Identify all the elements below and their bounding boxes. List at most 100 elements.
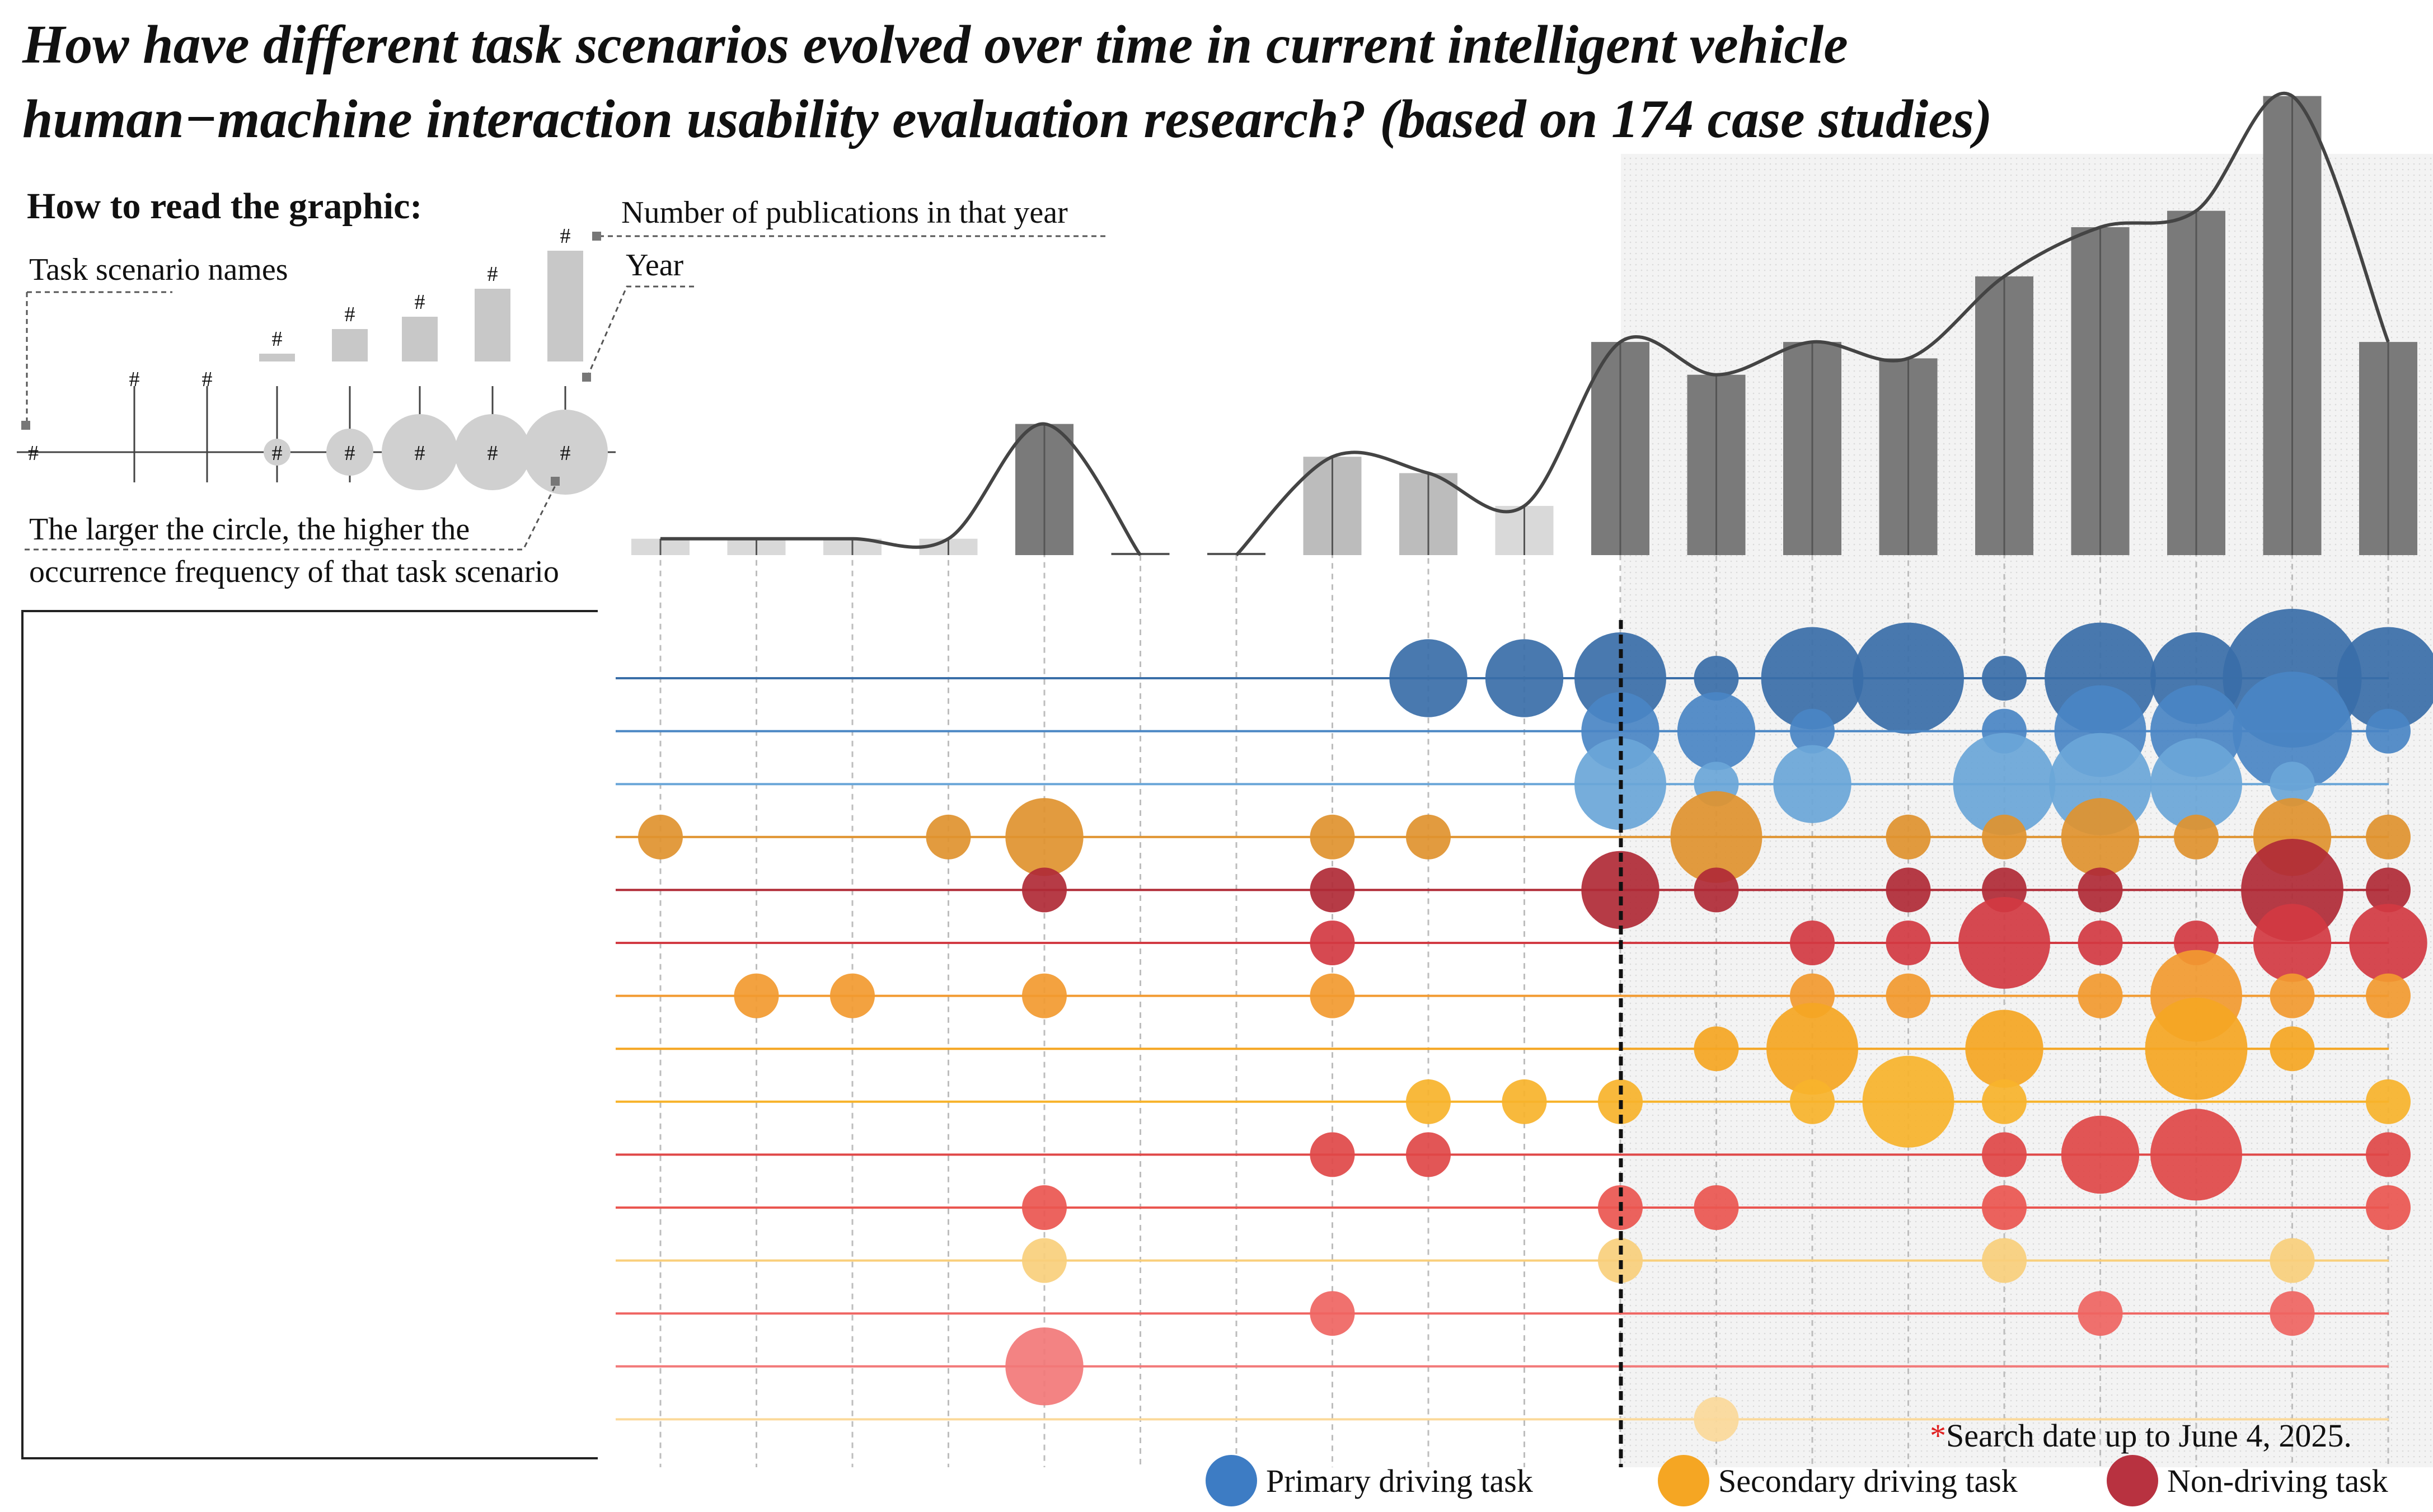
bubble — [1005, 1327, 1084, 1406]
bubble — [1310, 814, 1355, 860]
bubble — [734, 973, 779, 1018]
task-row — [616, 1291, 2389, 1336]
sample-count-hash: # — [415, 290, 425, 314]
task-row — [616, 791, 2411, 883]
task-row — [616, 896, 2427, 989]
sample-circle — [382, 414, 458, 490]
bubble — [2150, 1109, 2243, 1201]
bubble — [1982, 1132, 2027, 1177]
year-marker — [582, 373, 591, 382]
bubble — [1790, 1079, 1835, 1124]
bubble — [2270, 973, 2315, 1018]
bubble — [1389, 639, 1468, 717]
bubble — [2270, 762, 2315, 807]
sample-count-hash: # — [487, 262, 498, 286]
sample-bar — [332, 329, 368, 361]
bubble — [2366, 1079, 2411, 1124]
sample-circle — [326, 429, 373, 476]
sample-count-hash: # — [272, 327, 283, 351]
bubble — [1982, 1079, 2027, 1124]
bubble — [2174, 814, 2219, 860]
bubble — [1677, 692, 1756, 771]
bubble — [1694, 1026, 1739, 1072]
how-to-read: How to read the graphic: Task scenario n… — [17, 186, 1105, 589]
bubble — [1982, 814, 2027, 860]
bubble — [1022, 1238, 1067, 1283]
bubble — [1310, 1291, 1355, 1336]
bubble — [1310, 1132, 1355, 1177]
circle-label-1: The larger the circle, the higher the — [29, 512, 470, 547]
sample-circle — [454, 414, 531, 490]
bars — [631, 96, 2417, 556]
bubble — [1694, 1185, 1739, 1230]
sample-bar — [547, 251, 583, 361]
bubble — [1886, 867, 1931, 913]
bubble — [1982, 1238, 2027, 1283]
task-rows — [616, 608, 2433, 1442]
task-names-label: Task scenario names — [29, 252, 288, 287]
sample-bar — [402, 317, 438, 361]
footnote-text: Search date up to June 4, 2025. — [1946, 1417, 2352, 1454]
bubble — [1773, 745, 1851, 823]
footnote-asterisk: * — [1930, 1417, 1946, 1454]
bubble — [2366, 867, 2411, 913]
bubble — [2061, 798, 2140, 876]
bubble — [1406, 814, 1451, 860]
bubble — [2233, 672, 2352, 791]
circle-label-2: occurrence frequency of that task scenar… — [29, 555, 559, 589]
bubble — [1886, 921, 1931, 965]
task-names-marker — [21, 421, 30, 430]
bubble — [1022, 973, 1067, 1018]
bubble — [1886, 973, 1931, 1018]
sample-bar — [259, 354, 295, 361]
number-marker — [592, 232, 601, 241]
trend-line — [660, 91, 2390, 557]
task-row — [616, 1055, 2411, 1148]
sample-circle-hash: # — [272, 442, 283, 465]
bubble — [2337, 627, 2433, 730]
task-row — [616, 1185, 2411, 1230]
legend-primary-swatch — [1206, 1455, 1257, 1506]
bubble — [2366, 973, 2411, 1018]
bubble — [1694, 867, 1739, 913]
number-label: Number of publications in that year — [621, 195, 1068, 230]
sample-count-hash: # — [129, 368, 140, 391]
bubble — [2270, 1026, 2315, 1072]
sample-circle — [523, 410, 608, 495]
sample-circle-hash: # — [345, 442, 355, 465]
bubble — [1965, 1009, 2043, 1088]
bubble — [1310, 867, 1355, 913]
sample-circle — [264, 439, 290, 466]
bubble — [638, 814, 683, 860]
sample-circle-hash: # — [415, 442, 425, 465]
bubble — [1982, 656, 2027, 701]
sample-circle-hash: # — [487, 442, 498, 465]
sample-circle-hash: # — [560, 442, 571, 465]
bubble — [1953, 732, 2056, 835]
bubble — [2366, 708, 2411, 754]
bubble — [2366, 1132, 2411, 1177]
bubble — [1862, 1055, 1954, 1148]
how-to-read-heading: How to read the graphic: — [27, 186, 422, 227]
legend-secondary-swatch — [1658, 1455, 1709, 1506]
task-row — [616, 1397, 2389, 1442]
bubble — [1766, 1003, 1859, 1095]
bubble — [1005, 798, 1084, 876]
sample-bar — [475, 289, 510, 361]
bubble — [1485, 639, 1564, 717]
bubble — [2078, 973, 2123, 1018]
bubble — [1982, 1185, 2027, 1230]
bubble — [1694, 656, 1739, 701]
legend-nondriving-swatch — [2107, 1455, 2158, 1506]
bubble — [1790, 708, 1835, 754]
task-row — [616, 1327, 2389, 1406]
bubble — [2366, 1185, 2411, 1230]
task-names-leader — [26, 291, 172, 424]
bubble — [1310, 973, 1355, 1018]
title-line-1: How have different task scenarios evolve… — [22, 15, 1848, 75]
bubble — [1886, 814, 1931, 860]
bubble — [1310, 921, 1355, 965]
bubble — [1502, 1079, 1547, 1124]
sample-bars: # # # # # # # # # # # # — [129, 224, 608, 495]
bubble — [1694, 1397, 1739, 1442]
